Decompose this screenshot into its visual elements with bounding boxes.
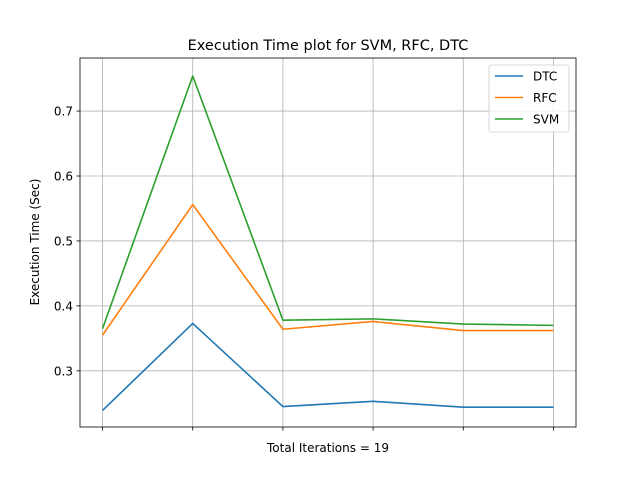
y-tick-label: 0.5 bbox=[54, 234, 73, 248]
chart-title: Execution Time plot for SVM, RFC, DTC bbox=[188, 38, 469, 54]
legend-items: DTC RFC SVM bbox=[495, 70, 559, 127]
legend-label-rfc: RFC bbox=[533, 91, 557, 105]
series-lines bbox=[101, 75, 554, 412]
series-line-rfc bbox=[101, 203, 554, 336]
plot-frame bbox=[79, 57, 577, 428]
y-tick-label: 0.7 bbox=[54, 105, 73, 119]
legend: DTC RFC SVM bbox=[488, 64, 570, 133]
legend-label-dtc: DTC bbox=[533, 70, 557, 84]
y-axis-ticks: 0.3 0.4 0.5 0.6 0.7 bbox=[54, 105, 80, 378]
series-line-svm bbox=[101, 75, 554, 329]
y-tick-label: 0.3 bbox=[54, 364, 73, 378]
y-axis-label: Execution Time (Sec) bbox=[28, 179, 42, 306]
legend-label-svm: SVM bbox=[533, 113, 559, 127]
x-axis-label: Total Iterations = 19 bbox=[266, 441, 389, 455]
y-tick-label: 0.6 bbox=[54, 169, 73, 183]
x-axis-ticks bbox=[102, 427, 554, 431]
series-line-dtc bbox=[101, 322, 554, 412]
y-tick-label: 0.4 bbox=[54, 299, 73, 313]
legend-box bbox=[488, 64, 570, 133]
